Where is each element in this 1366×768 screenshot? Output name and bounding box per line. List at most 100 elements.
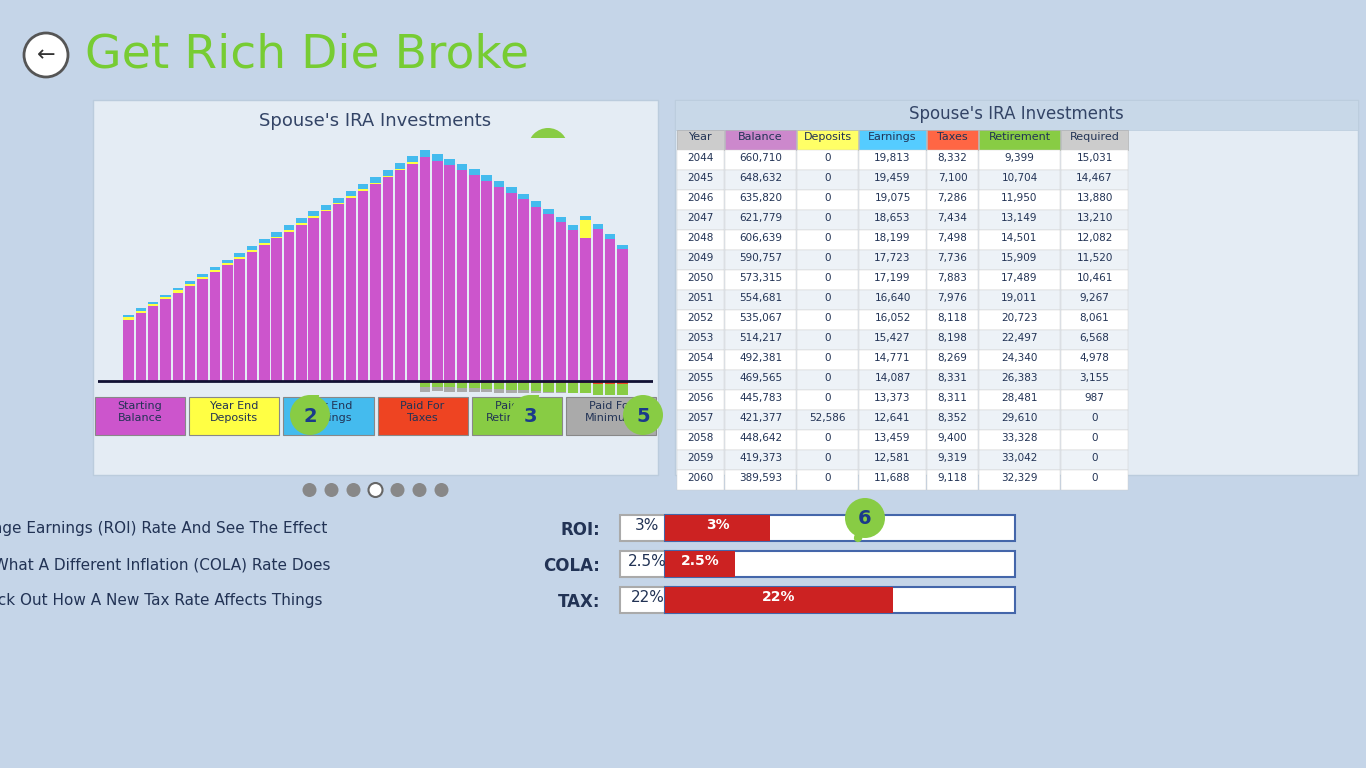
FancyBboxPatch shape (283, 397, 373, 435)
FancyBboxPatch shape (796, 170, 858, 190)
Bar (284, 231, 294, 380)
Bar (469, 175, 479, 380)
Bar (333, 203, 344, 204)
Circle shape (434, 483, 448, 497)
FancyBboxPatch shape (928, 350, 978, 370)
Bar (407, 164, 418, 380)
Bar (432, 386, 443, 392)
Text: 0: 0 (824, 433, 831, 443)
Text: 0: 0 (824, 233, 831, 243)
Text: 6: 6 (858, 509, 872, 528)
Text: 14,501: 14,501 (1001, 233, 1038, 243)
Bar (432, 380, 443, 383)
Text: 33,328: 33,328 (1001, 433, 1038, 443)
Text: 8,061: 8,061 (1079, 313, 1109, 323)
Text: 8,311: 8,311 (937, 393, 967, 403)
FancyBboxPatch shape (979, 390, 1060, 410)
Text: 648,632: 648,632 (739, 173, 783, 183)
Bar (568, 380, 578, 383)
Bar (210, 272, 220, 380)
Text: 606,639: 606,639 (739, 233, 781, 243)
Circle shape (290, 395, 331, 435)
FancyBboxPatch shape (725, 430, 796, 450)
FancyBboxPatch shape (678, 270, 724, 290)
Text: 7,434: 7,434 (937, 213, 967, 223)
FancyBboxPatch shape (928, 310, 978, 330)
FancyBboxPatch shape (1061, 150, 1128, 170)
Bar (247, 252, 257, 380)
Text: 19,075: 19,075 (874, 193, 911, 203)
FancyBboxPatch shape (725, 310, 796, 330)
Text: Spouse's IRA Investments: Spouse's IRA Investments (910, 105, 1124, 123)
Bar (333, 197, 344, 203)
Circle shape (369, 483, 382, 497)
Text: Spouse's IRA Investments: Spouse's IRA Investments (260, 112, 492, 130)
Bar (309, 211, 320, 217)
FancyBboxPatch shape (725, 170, 796, 190)
FancyBboxPatch shape (928, 370, 978, 390)
FancyBboxPatch shape (979, 430, 1060, 450)
Bar (617, 245, 628, 249)
Bar (123, 317, 134, 319)
FancyBboxPatch shape (928, 390, 978, 410)
FancyBboxPatch shape (1061, 170, 1128, 190)
Bar (519, 390, 529, 393)
Bar (444, 159, 455, 165)
Text: 29,610: 29,610 (1001, 413, 1038, 423)
FancyBboxPatch shape (678, 470, 724, 490)
Bar (346, 190, 357, 196)
FancyBboxPatch shape (678, 130, 724, 150)
Bar (481, 174, 492, 180)
Text: 24,340: 24,340 (1001, 353, 1038, 363)
Bar (395, 163, 406, 169)
Text: 11,688: 11,688 (874, 473, 911, 483)
Text: 8,118: 8,118 (937, 313, 967, 323)
FancyBboxPatch shape (796, 330, 858, 350)
Bar (210, 267, 220, 270)
Text: 0: 0 (1091, 433, 1098, 443)
Bar (419, 386, 430, 392)
FancyBboxPatch shape (928, 170, 978, 190)
Text: 4,978: 4,978 (1079, 353, 1109, 363)
FancyBboxPatch shape (859, 230, 926, 250)
Circle shape (302, 483, 317, 497)
Bar (493, 180, 504, 187)
Text: 17,489: 17,489 (1001, 273, 1038, 283)
Text: 3%: 3% (706, 518, 729, 532)
Bar (556, 383, 566, 392)
Text: Year: Year (688, 132, 712, 142)
FancyBboxPatch shape (979, 230, 1060, 250)
FancyBboxPatch shape (675, 100, 1358, 130)
FancyBboxPatch shape (1061, 210, 1128, 230)
Bar (432, 383, 443, 386)
Bar (531, 207, 541, 380)
Text: See What A Different Inflation (COLA) Rate Does: See What A Different Inflation (COLA) Ra… (0, 557, 331, 572)
Bar (593, 224, 602, 229)
Bar (556, 222, 566, 380)
Text: 573,315: 573,315 (739, 273, 783, 283)
Text: 9,319: 9,319 (937, 453, 967, 463)
FancyBboxPatch shape (725, 330, 796, 350)
Text: 0: 0 (824, 393, 831, 403)
FancyBboxPatch shape (928, 430, 978, 450)
Text: 2055: 2055 (687, 373, 713, 383)
Text: Taxes: Taxes (937, 132, 968, 142)
Text: 0: 0 (824, 293, 831, 303)
FancyBboxPatch shape (620, 515, 675, 541)
Bar (260, 239, 269, 243)
FancyBboxPatch shape (859, 190, 926, 210)
Text: 16,052: 16,052 (874, 313, 911, 323)
FancyBboxPatch shape (678, 450, 724, 470)
Bar (456, 164, 467, 170)
Bar (481, 180, 492, 380)
Bar (519, 194, 529, 200)
Bar (197, 277, 208, 279)
Bar (382, 170, 393, 176)
Text: 11,950: 11,950 (1001, 193, 1038, 203)
FancyBboxPatch shape (1061, 190, 1128, 210)
FancyBboxPatch shape (979, 290, 1060, 310)
Bar (284, 225, 294, 230)
Circle shape (391, 483, 404, 497)
FancyBboxPatch shape (796, 150, 858, 170)
Text: 8,198: 8,198 (937, 333, 967, 343)
